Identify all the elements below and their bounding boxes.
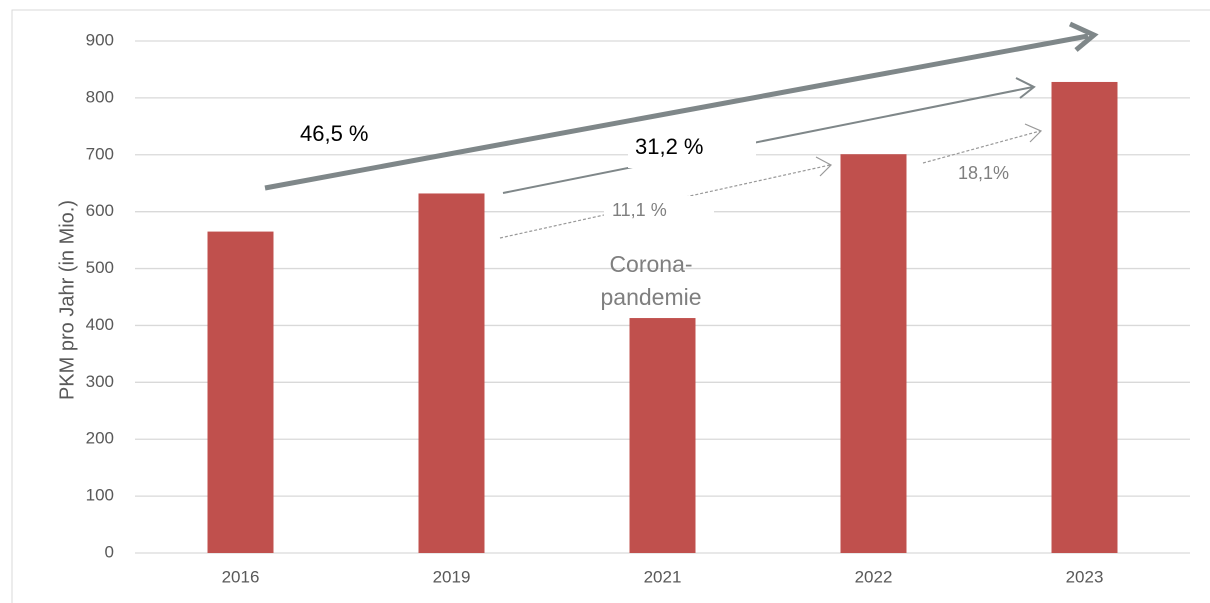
x-tick-label: 2016 [222,567,260,586]
y-tick-label: 400 [86,315,114,334]
x-tick-label: 2022 [855,567,893,586]
y-tick-label: 900 [86,30,114,49]
y-tick-label: 800 [86,87,114,106]
trend-arrow [922,130,1041,164]
y-axis-label: PKM pro Jahr (in Mio.) [56,200,78,400]
annotation: pandemie [600,284,701,310]
bars: 2016 2019 2021 2022 2023 [207,81,1118,586]
bar [1051,81,1118,554]
chart-frame [11,9,1210,603]
trend-arrow-head [1015,77,1036,99]
trend-arrow-head [1068,21,1099,52]
bar [418,193,485,553]
annotation: 31,2 % [635,134,704,159]
trend-arrow-head [815,156,832,177]
x-tick-label: 2019 [433,567,471,586]
trend-arrow-head [1024,123,1043,143]
y-tick-label: 0 [105,542,114,561]
annotation: 18,1% [958,163,1009,183]
trend-arrow [499,164,831,239]
annotation: 11,1 % [612,200,667,220]
label-background [604,196,714,226]
label-background [628,128,756,168]
x-tick-label: 2021 [644,567,682,586]
trend-arrow [502,86,1034,194]
annotation: 46,5 % [300,121,369,146]
y-tick-label: 200 [86,429,114,448]
y-tick-label: 600 [86,201,114,220]
trend-arrow [264,33,1089,191]
annotation: Corona- [609,251,692,277]
bar [207,231,274,554]
arrows [264,21,1099,239]
y-tick-label: 700 [86,144,114,163]
annotations: 46,5 % 31,2 % 11,1 % 18,1% Corona-pandemie [300,121,1009,310]
y-tick-label: 500 [86,258,114,277]
y-tick-label: 300 [86,372,114,391]
y-tick-label: 100 [86,486,114,505]
bar [840,154,907,553]
bar [629,318,696,553]
x-tick-label: 2023 [1066,567,1104,586]
